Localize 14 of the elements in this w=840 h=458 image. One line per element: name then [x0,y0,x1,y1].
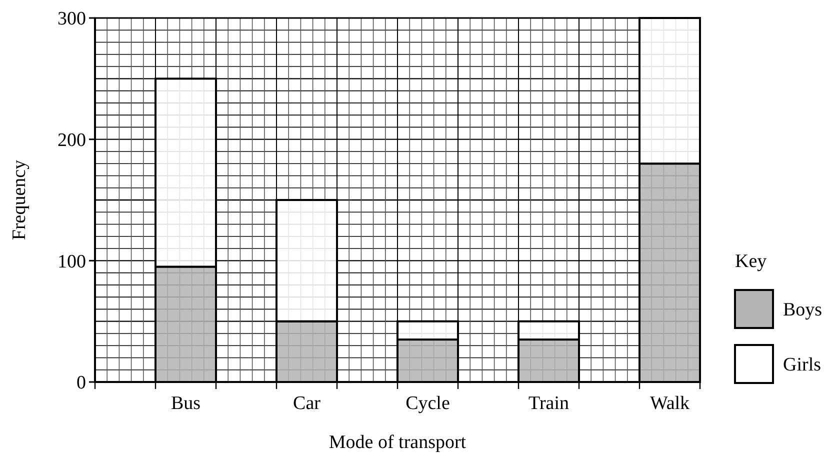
x-tick-label: Bus [170,393,201,414]
y-tick-label: 0 [76,372,86,394]
legend-label: Boys [783,300,822,321]
y-tick-label: 200 [58,130,86,151]
x-tick-label: Walk [650,393,690,414]
y-tick-label: 100 [58,251,86,272]
x-tick-label: Cycle [406,393,450,414]
legend-label: Girls [783,354,821,376]
x-axis-title: Mode of transport [328,432,467,453]
y-axis-title: Frequency [9,159,30,240]
y-tick-label: 300 [58,8,86,30]
x-tick-label: Train [528,393,570,414]
x-tick-label: Car [293,393,322,414]
legend-title: Key [735,251,768,272]
